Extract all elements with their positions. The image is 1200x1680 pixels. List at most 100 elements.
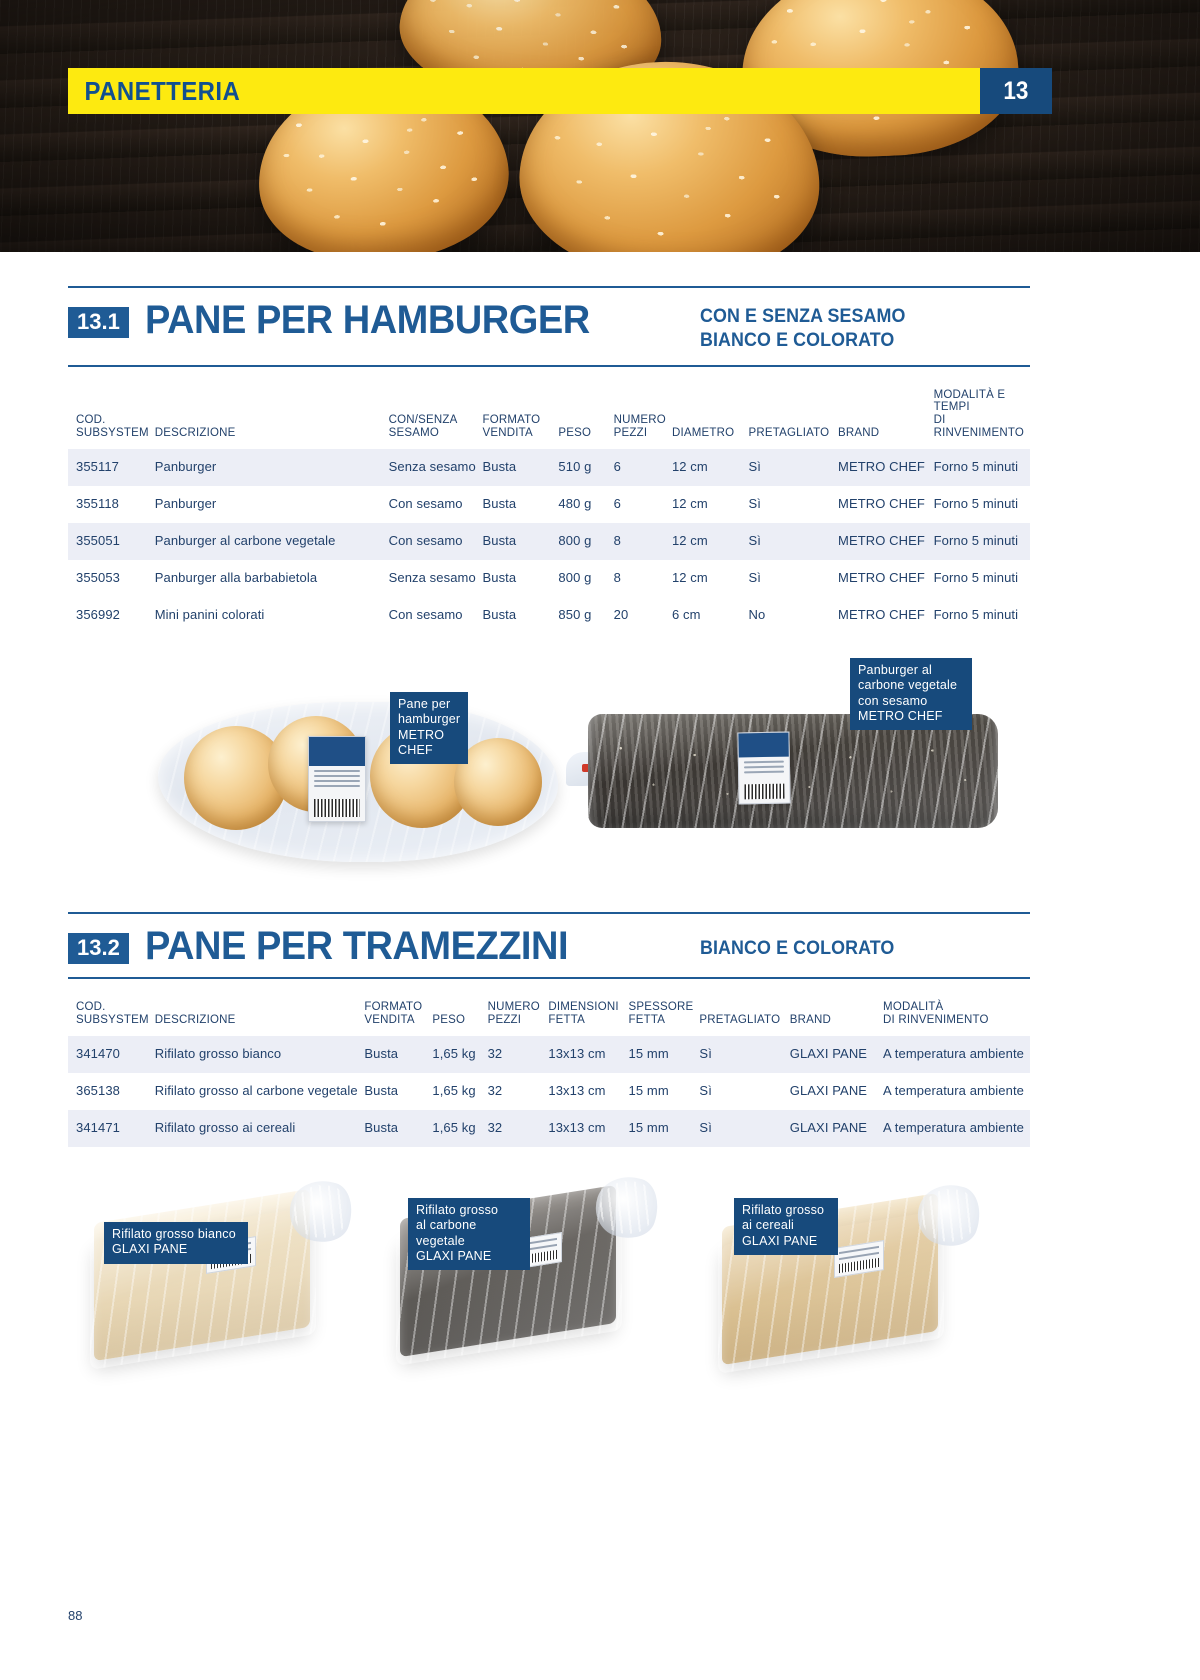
- product-table-13-2: COD. SUBSYSTEM DESCRIZIONE FORMATO VENDI…: [68, 1001, 1030, 1147]
- cell-diametro: 12 cm: [671, 532, 708, 548]
- barcode: [744, 783, 785, 800]
- cell-peso: 1,65 kg: [432, 1119, 476, 1135]
- cell-peso: 800 g: [558, 532, 592, 548]
- cell-pretagliato: Sì: [699, 1119, 712, 1135]
- cell-formato: Busta: [364, 1045, 399, 1061]
- barcode: [314, 798, 360, 817]
- cell-brand: GLAXI PANE: [789, 1082, 868, 1098]
- plastic-wrapper: [90, 1184, 316, 1370]
- section-divider-bottom: [68, 364, 1030, 367]
- product-label: [308, 736, 366, 822]
- table-row: 341470 Rifilato grosso bianco Busta 1,65…: [68, 1035, 1030, 1073]
- cell-descrizione: Rifilato grosso ai cereali: [154, 1119, 296, 1135]
- cell-cod: 341470: [76, 1045, 120, 1061]
- category-title: PANETTERIA: [84, 75, 241, 106]
- white-sandwich-loaf-image: [88, 1171, 361, 1388]
- cell-formato: Busta: [482, 495, 517, 511]
- cell-diametro: 6 cm: [671, 606, 701, 622]
- cell-cod: 355118: [76, 495, 120, 511]
- cell-formato: Busta: [482, 459, 517, 474]
- cell-descrizione: Panburger al carbone vegetale: [154, 532, 336, 548]
- cell-pretagliato: Sì: [699, 1045, 712, 1061]
- table-header-row: COD. SUBSYSTEM DESCRIZIONE CON/SENZA SES…: [68, 389, 1030, 450]
- caption-rifilato-cereali: Rifilato grosso ai cereali GLAXI PANE: [734, 1198, 838, 1255]
- section-title-13-1: PANE PER HAMBURGER: [144, 298, 590, 342]
- section-subtitle-13-1: CON E SENZA SESAMO BIANCO E COLORATO: [700, 301, 1010, 353]
- col-header-descrizione: DESCRIZIONE: [154, 427, 236, 440]
- cell-cod: 355053: [76, 569, 120, 585]
- cell-rinvenimento: Forno 5 minuti: [933, 495, 1019, 511]
- col-header-cod: COD. SUBSYSTEM: [76, 1001, 149, 1026]
- bagged-buns-image: [158, 702, 558, 862]
- section-divider-top: [68, 286, 1030, 288]
- col-header-formato: FORMATO VENDITA: [364, 1001, 423, 1026]
- col-header-brand: BRAND: [838, 427, 880, 440]
- cell-descrizione: Rifilato grosso bianco: [154, 1045, 282, 1061]
- col-header-formato: FORMATO VENDITA: [482, 414, 541, 440]
- cell-cod: 355117: [76, 459, 120, 474]
- col-header-spessore-fetta: SPESSORE FETTA: [628, 1001, 694, 1026]
- product-photos-13-2: Rifilato grosso bianco GLAXI PANE Rifila…: [68, 1160, 1030, 1420]
- label-header-band: [738, 732, 789, 758]
- cell-pretagliato: Sì: [748, 459, 761, 474]
- section-subtitle-line-2: BIANCO E COLORATO: [700, 329, 895, 351]
- cell-rinvenimento: Forno 5 minuti: [933, 459, 1019, 474]
- cell-rinvenimento: A temperatura ambiente: [883, 1119, 1024, 1135]
- cell-pezzi: 20: [613, 606, 629, 622]
- table-row: 355117 Panburger Senza sesamo Busta 510 …: [68, 449, 1030, 486]
- cell-brand: METRO CHEF: [838, 606, 925, 622]
- table-row: 356992 Mini panini colorati Con sesamo B…: [68, 597, 1030, 634]
- cell-pezzi: 8: [613, 569, 621, 585]
- col-header-sesamo: CON/SENZA SESAMO: [388, 414, 458, 440]
- col-header-brand: BRAND: [789, 1013, 831, 1026]
- cell-brand: GLAXI PANE: [789, 1119, 868, 1135]
- cell-formato: Busta: [364, 1119, 399, 1135]
- section-subtitle-13-2: BIANCO E COLORATO: [700, 927, 1010, 961]
- cell-spessore: 15 mm: [628, 1082, 669, 1098]
- caption-rifilato-carbone: Rifilato grosso al carbone vegetale GLAX…: [408, 1198, 530, 1270]
- hero-image-sesame-buns: [0, 0, 1200, 252]
- cell-formato: Busta: [482, 606, 517, 622]
- cell-descrizione: Panburger: [154, 495, 217, 511]
- cell-dimensioni: 13x13 cm: [548, 1082, 606, 1098]
- cell-spessore: 15 mm: [628, 1119, 669, 1135]
- cell-rinvenimento: A temperatura ambiente: [883, 1045, 1024, 1061]
- cell-pezzi: 32: [487, 1082, 503, 1098]
- cell-pretagliato: Sì: [748, 569, 761, 585]
- col-header-peso: PESO: [558, 427, 592, 440]
- section-title-13-2: PANE PER TRAMEZZINI: [144, 924, 569, 968]
- table-row: 355053 Panburger alla barbabietola Senza…: [68, 560, 1030, 597]
- col-header-pezzi: NUMERO PEZZI: [487, 1001, 540, 1026]
- category-banner: PANETTERIA: [68, 68, 980, 114]
- section-13-2: 13.2 PANE PER TRAMEZZINI BIANCO E COLORA…: [68, 912, 1030, 1147]
- cell-diametro: 12 cm: [671, 569, 708, 585]
- cell-cod: 341471: [76, 1119, 120, 1135]
- cell-pretagliato: Sì: [748, 495, 761, 511]
- cell-peso: 510 g: [558, 459, 592, 474]
- table-row: 355051 Panburger al carbone vegetale Con…: [68, 522, 1030, 560]
- label-text-lines: [309, 766, 365, 794]
- col-header-pezzi: NUMERO PEZZI: [613, 414, 666, 440]
- section-number-13-1: 13.1: [68, 307, 129, 338]
- section-13-1: 13.1 PANE PER HAMBURGER CON E SENZA SESA…: [68, 286, 1030, 634]
- cell-diametro: 12 cm: [671, 495, 708, 511]
- cell-brand: METRO CHEF: [838, 459, 925, 474]
- cell-peso: 800 g: [558, 569, 592, 585]
- chapter-number-badge: 13: [980, 68, 1052, 114]
- cell-rinvenimento: Forno 5 minuti: [933, 606, 1019, 622]
- charcoal-bread-rolls: [588, 714, 998, 828]
- cell-formato: Busta: [482, 532, 517, 548]
- cell-cod: 355051: [76, 532, 120, 548]
- label-header-band: [309, 737, 365, 766]
- cell-peso: 850 g: [558, 606, 592, 622]
- col-header-dimensioni-fetta: DIMENSIONI FETTA: [548, 1001, 619, 1026]
- barcode: [839, 1257, 879, 1274]
- cell-peso: 1,65 kg: [432, 1045, 476, 1061]
- cell-cod: 356992: [76, 606, 120, 622]
- cell-pezzi: 8: [613, 532, 621, 548]
- cell-descrizione: Panburger: [154, 459, 217, 474]
- cell-brand: METRO CHEF: [838, 532, 925, 548]
- cell-peso: 1,65 kg: [432, 1082, 476, 1098]
- cell-sesamo: Con sesamo: [388, 532, 463, 548]
